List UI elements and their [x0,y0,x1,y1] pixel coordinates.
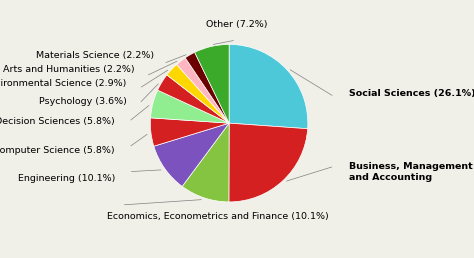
Wedge shape [229,123,308,202]
Wedge shape [195,44,229,123]
Wedge shape [177,58,229,123]
Wedge shape [151,90,229,123]
Wedge shape [158,75,229,123]
Text: Arts and Humanities (2.2%): Arts and Humanities (2.2%) [3,65,135,74]
Text: Computer Science (5.8%): Computer Science (5.8%) [0,146,115,155]
Wedge shape [185,52,229,123]
Text: Environmental Science (2.9%): Environmental Science (2.9%) [0,79,127,88]
Text: Psychology (3.6%): Psychology (3.6%) [39,96,127,106]
Text: Business, Management (23.9%)
and Accounting: Business, Management (23.9%) and Account… [349,162,474,182]
Wedge shape [182,123,229,202]
Text: Economics, Econometrics and Finance (10.1%): Economics, Econometrics and Finance (10.… [107,212,329,221]
Text: Engineering (10.1%): Engineering (10.1%) [18,174,115,183]
Text: Decision Sciences (5.8%): Decision Sciences (5.8%) [0,117,115,126]
Wedge shape [154,123,229,187]
Text: Other (7.2%): Other (7.2%) [206,20,268,29]
Wedge shape [167,64,229,123]
Text: Materials Science (2.2%): Materials Science (2.2%) [36,51,155,60]
Wedge shape [150,118,229,146]
Text: Social Sciences (26.1%): Social Sciences (26.1%) [349,89,474,98]
Wedge shape [229,44,308,129]
